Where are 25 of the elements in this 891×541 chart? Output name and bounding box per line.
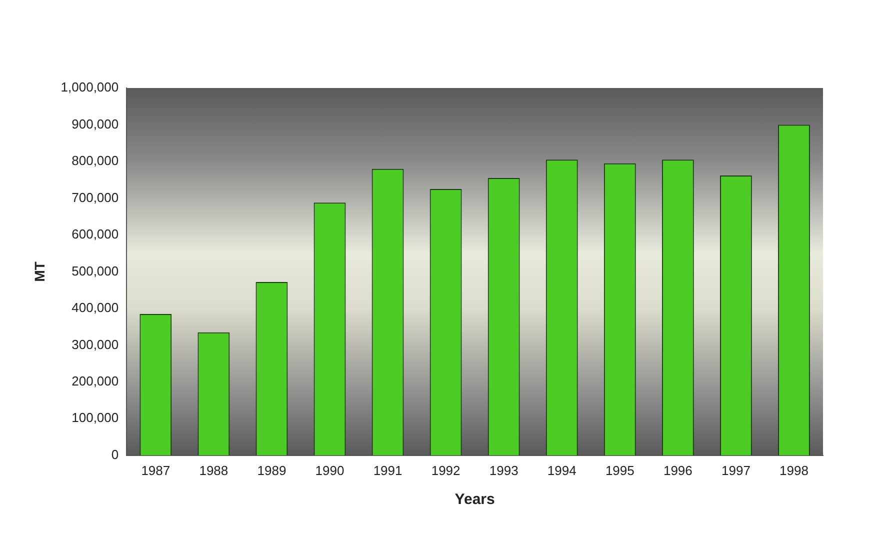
y-axis-title: MT xyxy=(31,261,48,282)
y-tick-label: 500,000 xyxy=(72,263,119,278)
x-tick-label: 1988 xyxy=(199,462,228,478)
y-tick-label: 700,000 xyxy=(72,190,119,205)
x-tick-label: 1997 xyxy=(721,462,750,478)
y-tick-label: 300,000 xyxy=(72,336,119,352)
x-tick-label: 1994 xyxy=(547,462,576,478)
x-tick-label: 1991 xyxy=(373,462,402,478)
y-tick-label: 200,000 xyxy=(72,374,119,388)
x-tick-label: 1989 xyxy=(257,462,286,478)
x-tick-label: 1992 xyxy=(431,462,460,478)
y-tick-label: 0 xyxy=(111,446,119,462)
y-tick-label: 600,000 xyxy=(72,226,119,242)
x-tick-label: 1996 xyxy=(663,462,692,478)
y-tick-label: 900,000 xyxy=(72,116,119,132)
x-tick-label: 1987 xyxy=(141,462,170,478)
x-tick-label: 1990 xyxy=(315,462,344,478)
x-tick-label: 1993 xyxy=(489,462,518,478)
y-tick-label: 1,000,000 xyxy=(60,80,119,95)
x-tick-label: 1998 xyxy=(780,462,808,478)
x-tick-label: 1995 xyxy=(605,462,634,478)
y-tick-label: 800,000 xyxy=(72,153,119,168)
y-tick-label: 100,000 xyxy=(72,410,119,426)
y-tick-label: 400,000 xyxy=(72,300,119,316)
x-axis-title: Years xyxy=(454,491,495,508)
